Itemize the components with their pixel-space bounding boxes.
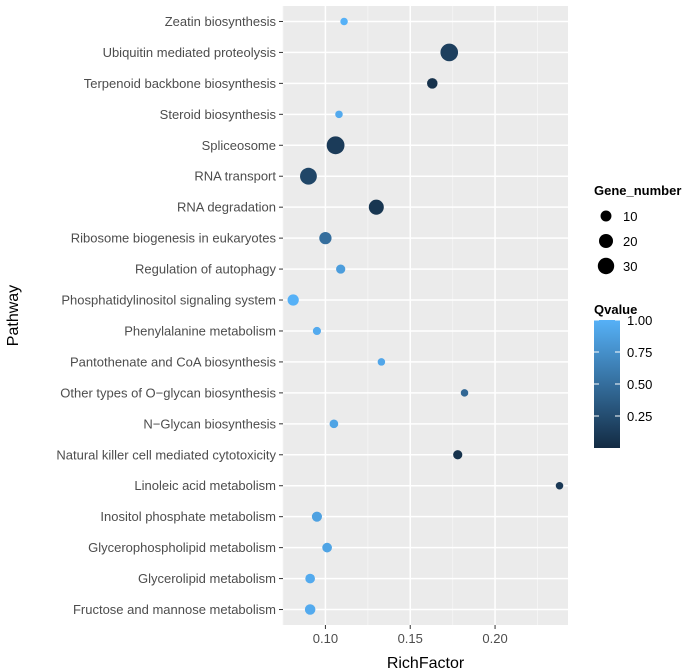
y-tick-label: Ribosome biogenesis in eukaryotes (71, 231, 277, 246)
y-tick-label: Ubiquitin mediated proteolysis (103, 45, 277, 60)
data-point (453, 450, 463, 460)
y-tick-label: Terpenoid backbone biosynthesis (84, 76, 277, 91)
colorbar-tick-label: 0.75 (627, 345, 652, 360)
data-point (305, 573, 315, 584)
y-tick-label: Regulation of autophagy (135, 262, 276, 277)
data-point (319, 231, 332, 245)
y-tick-label: Linoleic acid metabolism (134, 478, 276, 493)
y-tick-label: Steroid biosynthesis (160, 107, 277, 122)
data-point (555, 481, 564, 490)
data-point (326, 136, 345, 155)
x-axis-title: RichFactor (387, 655, 465, 672)
data-point (322, 542, 332, 553)
data-point (329, 419, 339, 429)
colorbar-tick-label: 0.50 (627, 377, 652, 392)
y-tick-label: RNA degradation (177, 200, 276, 215)
size-legend-label: 10 (623, 209, 637, 224)
data-point (440, 43, 459, 62)
y-tick-label: Glycerophospholipid metabolism (88, 540, 276, 555)
data-point (368, 199, 384, 215)
x-tick-label: 0.10 (313, 631, 338, 646)
data-point (311, 511, 322, 522)
y-tick-label: RNA transport (194, 169, 276, 184)
y-tick-label: Phosphatidylinositol signaling system (61, 293, 276, 308)
y-tick-label: Fructose and mannose metabolism (73, 602, 276, 617)
y-tick-label: Spliceosome (202, 138, 276, 153)
data-point (460, 389, 469, 397)
y-tick-label: Natural killer cell mediated cytotoxicit… (56, 447, 276, 462)
y-tick-label: Phenylalanine metabolism (124, 323, 276, 338)
y-tick-label: Pantothenate and CoA biosynthesis (70, 354, 276, 369)
data-point (377, 358, 386, 366)
size-legend-key (600, 210, 612, 222)
color-legend-title: Qvalue (594, 302, 637, 317)
colorbar-tick-label: 0.25 (627, 409, 652, 424)
y-tick-label: Glycerolipid metabolism (138, 571, 276, 586)
data-point (300, 167, 317, 185)
y-axis-title: Pathway (5, 285, 22, 346)
data-point (335, 110, 343, 119)
size-legend-title: Gene_number (594, 183, 681, 198)
x-tick-label: 0.15 (398, 631, 423, 646)
data-point (336, 264, 346, 274)
y-tick-label: Zeatin biosynthesis (165, 14, 277, 29)
size-legend-label: 20 (623, 234, 637, 249)
plot-panel (283, 6, 568, 625)
y-tick-label: Inositol phosphate metabolism (100, 509, 276, 524)
size-legend-key (598, 233, 614, 249)
data-point (427, 78, 438, 89)
data-point (312, 326, 322, 336)
data-point (304, 604, 316, 615)
x-tick-label: 0.20 (482, 631, 507, 646)
data-point (287, 294, 299, 306)
data-point (340, 17, 348, 26)
y-tick-label: Other types of O−glycan biosynthesis (60, 385, 276, 400)
size-legend-label: 30 (623, 259, 637, 274)
colorbar-tick-label: 1.00 (627, 313, 652, 328)
y-tick-label: N−Glycan biosynthesis (143, 416, 276, 431)
size-legend-key (597, 257, 615, 275)
